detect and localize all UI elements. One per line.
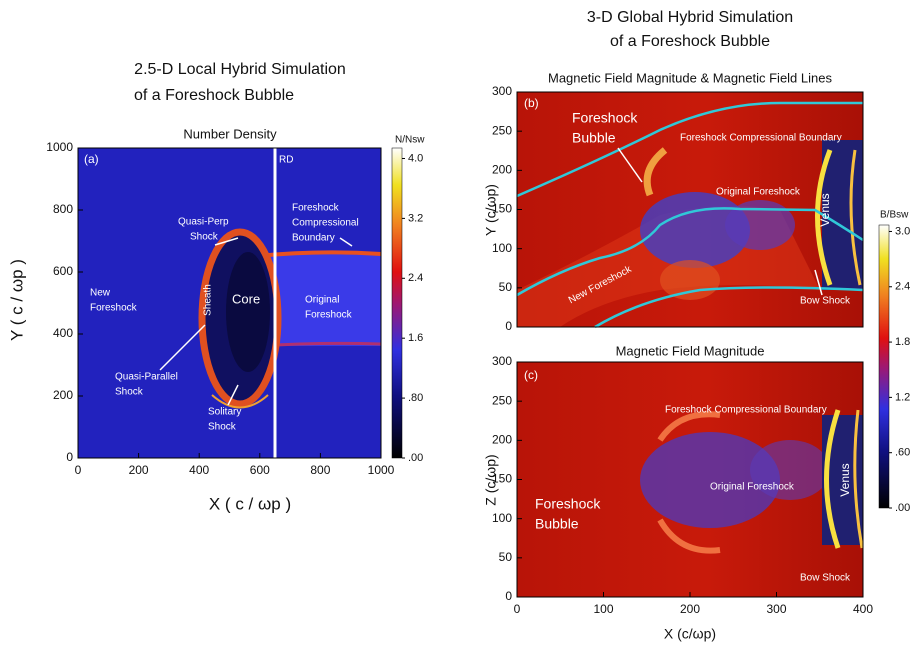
annotation: Foreshock <box>572 110 638 126</box>
colorbar-tick-label: .80 <box>408 392 423 404</box>
annotation: New <box>90 288 111 299</box>
annotation: Sheath <box>203 284 214 316</box>
annotation: Venus <box>838 463 852 496</box>
colorbar-tick-label: 1.2 <box>895 391 910 403</box>
annotation: Foreshock <box>292 203 340 214</box>
y-tick-label: 200 <box>53 388 73 402</box>
colorbar-tick-label: .00 <box>895 502 910 514</box>
annotation: Original Foreshock <box>710 482 795 493</box>
y-tick-label: 300 <box>492 84 512 98</box>
figure-title: 3-D Global Hybrid Simulation <box>587 9 793 26</box>
field-map-b <box>516 92 864 329</box>
y-tick-label: 200 <box>492 163 512 177</box>
annotation: Foreshock <box>305 310 353 321</box>
colorbar-tick-label: 2.4 <box>895 281 910 293</box>
y-axis-label: Y ( c / ωp ) <box>7 259 26 341</box>
colorbar-tick-label: 3.0 <box>895 225 910 237</box>
y-tick-label: 50 <box>499 280 513 294</box>
annotation: Shock <box>115 387 144 398</box>
y-tick-label: 150 <box>492 472 512 486</box>
annotation: Bow Shock <box>800 573 851 584</box>
colorbar-tick-label: 1.8 <box>895 336 910 348</box>
annotation: Bubble <box>535 516 579 532</box>
annotation: Shock <box>190 232 219 243</box>
x-tick-label: 0 <box>75 463 82 477</box>
colorbar-tick-label: 2.4 <box>408 272 423 284</box>
annotation: Original <box>305 295 339 306</box>
y-tick-label: 1000 <box>46 140 73 154</box>
x-tick-label: 0 <box>514 602 521 616</box>
annotation: Foreshock <box>535 496 601 512</box>
y-tick-label: 100 <box>492 241 512 255</box>
panel-title: Magnetic Field Magnitude <box>616 343 765 358</box>
y-tick-label: 600 <box>53 264 73 278</box>
colorbar <box>391 147 403 459</box>
y-tick-label: 50 <box>499 550 513 564</box>
y-tick-label: 0 <box>66 450 73 464</box>
annotation: Core <box>232 291 260 306</box>
y-tick-label: 250 <box>492 123 512 137</box>
annotation: Quasi-Parallel <box>115 372 178 383</box>
density-map <box>78 148 382 458</box>
y-tick-label: 400 <box>53 326 73 340</box>
x-tick-label: 100 <box>593 602 613 616</box>
panel-title: Magnetic Field Magnitude & Magnetic Fiel… <box>548 70 832 85</box>
colorbar-tick-label: .60 <box>895 447 910 459</box>
annotation: Venus <box>818 193 832 226</box>
x-tick-label: 200 <box>680 602 700 616</box>
y-tick-label: 0 <box>505 319 512 333</box>
colorbar <box>878 224 890 509</box>
annotation: Foreshock <box>90 303 138 314</box>
y-tick-label: 250 <box>492 393 512 407</box>
figure-title: 2.5-D Local Hybrid Simulation <box>134 61 346 78</box>
panel-title: Number Density <box>183 126 277 141</box>
panel-label: (b) <box>524 96 539 110</box>
annotation: Foreshock Compressional Boundary <box>665 405 827 416</box>
annotation: Quasi-Perp <box>178 217 229 228</box>
x-tick-label: 600 <box>250 463 270 477</box>
colorbar-label: N/Nsw <box>395 135 425 146</box>
annotation: Foreshock Compressional Boundary <box>680 133 842 144</box>
x-axis-label: X ( c / ωp ) <box>209 494 291 513</box>
annotation: Shock <box>208 422 237 433</box>
panel-label: (c) <box>524 368 538 382</box>
colorbar-tick-label: 3.2 <box>408 212 423 224</box>
colorbar-label: B/Bsw <box>880 210 909 221</box>
y-tick-label: 300 <box>492 354 512 368</box>
x-tick-label: 300 <box>766 602 786 616</box>
y-tick-label: 100 <box>492 511 512 525</box>
annotation: Original Foreshock <box>716 187 801 198</box>
x-tick-label: 400 <box>189 463 209 477</box>
annotation: Bow Shock <box>800 296 851 307</box>
annotation: Solitary <box>208 407 241 418</box>
figure-title: of a Foreshock Bubble <box>610 33 770 50</box>
annotation: Compressional <box>292 218 359 229</box>
field-map-c <box>517 362 864 597</box>
y-axis-label: Z (c/ωp) <box>483 454 499 505</box>
annotation: Bubble <box>572 130 616 146</box>
colorbar-tick-label: .00 <box>408 452 423 464</box>
y-tick-label: 200 <box>492 433 512 447</box>
arrows <box>159 237 353 406</box>
x-tick-label: 400 <box>853 602 873 616</box>
y-axis-label: Y (c/ωp) <box>483 184 499 236</box>
plot-frame <box>77 147 382 459</box>
colorbar-tick-label: 4.0 <box>408 152 423 164</box>
colorbar-tick-label: 1.6 <box>408 332 423 344</box>
x-tick-label: 800 <box>310 463 330 477</box>
annotation: Boundary <box>292 233 335 244</box>
figure-title: of a Foreshock Bubble <box>134 87 294 104</box>
y-tick-label: 0 <box>505 589 512 603</box>
y-tick-label: 150 <box>492 202 512 216</box>
annotation: RD <box>279 155 293 166</box>
panel-label: (a) <box>84 152 99 166</box>
x-tick-label: 1000 <box>368 463 395 477</box>
x-axis-label: X (c/ωp) <box>664 626 716 642</box>
x-tick-label: 200 <box>129 463 149 477</box>
y-tick-label: 800 <box>53 202 73 216</box>
